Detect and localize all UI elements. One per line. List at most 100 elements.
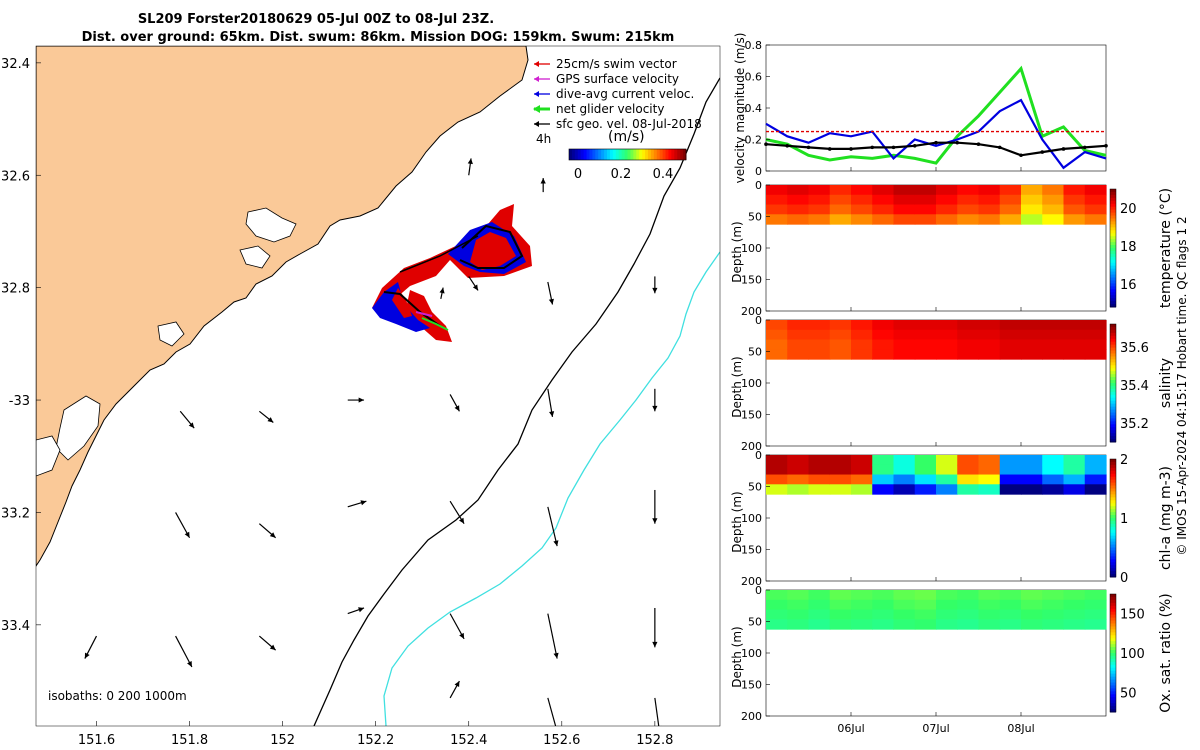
velocity-data-point	[1040, 150, 1045, 154]
profile-cell	[851, 320, 873, 331]
profile-cbar-swatch	[1110, 406, 1116, 411]
profile-cell	[957, 599, 980, 611]
profile-cell	[957, 349, 980, 360]
velocity-panel: 0 0.2 0.4 0.6 0.8 velocity magnitude (m/s)	[733, 33, 1108, 183]
copyright-note: © IMOS 15-Apr-2024 04:15:17 Hobart time.…	[1175, 216, 1189, 555]
profile-cell	[914, 464, 937, 476]
profile-cell	[829, 484, 852, 495]
profile-cbar-swatch	[1110, 280, 1116, 284]
profile-cbar-swatch	[1110, 608, 1116, 613]
profile-cell	[1063, 194, 1086, 206]
profile-cell	[829, 609, 852, 620]
speed-cbar-swatch	[665, 149, 669, 160]
profile-cell	[1021, 194, 1043, 206]
profile-cbar-swatch	[1110, 436, 1116, 440]
profile-cell	[851, 329, 873, 341]
profile-cell	[936, 194, 958, 206]
profile-cell	[787, 474, 810, 485]
profile-cbar-swatch	[1110, 388, 1116, 393]
profile-ytick-label: 50	[748, 481, 762, 494]
profile-cbar-swatch	[1110, 509, 1116, 513]
profile-cbar-swatch	[1110, 427, 1116, 431]
profile-ytick-label: 200	[741, 305, 762, 318]
profile-cell	[914, 484, 937, 495]
profile-cbar-swatch	[1110, 421, 1116, 425]
profile-cell	[829, 214, 852, 225]
profile-cbar-swatch	[1110, 383, 1116, 387]
profile-cbar-swatch	[1110, 329, 1116, 334]
profile-cell	[957, 185, 980, 196]
estuary-lake	[55, 395, 101, 461]
profile-cell	[787, 320, 810, 331]
profile-cell	[787, 599, 810, 611]
profile-cell	[1084, 484, 1107, 495]
profile-cbar-swatch	[1110, 520, 1116, 525]
geo-velocity-arrow	[258, 523, 277, 539]
profile-cbar-swatch	[1110, 644, 1116, 648]
profile-cbar-swatch	[1110, 271, 1116, 276]
profile-cell	[1063, 464, 1086, 476]
profile-cell	[829, 474, 852, 485]
profile-cell	[999, 339, 1022, 350]
profile-ytick-label: 100	[741, 647, 762, 660]
profile-cbar-swatch	[1110, 385, 1116, 390]
speed-cbar-frame	[568, 148, 687, 161]
profile-cell	[893, 329, 916, 341]
profile-cbar-swatch	[1110, 324, 1116, 328]
profile-cbar-swatch	[1110, 189, 1116, 193]
profile-cbar-tick: 100	[1120, 647, 1145, 662]
profile-cbar-swatch	[1110, 380, 1116, 384]
profile-cell	[872, 349, 895, 360]
map-xtick-label: 152.6	[543, 733, 580, 748]
speed-cbar-swatch	[630, 149, 634, 160]
profile-cell	[1042, 455, 1065, 466]
profile-cbar-swatch	[1110, 482, 1116, 487]
profile-cell	[1042, 349, 1065, 360]
profile-cbar-swatch	[1110, 239, 1116, 243]
chart-title-line2: Dist. over ground: 65km. Dist. swum: 86k…	[82, 30, 675, 45]
profile-cbar-swatch	[1110, 682, 1116, 686]
profile-cell	[872, 320, 895, 331]
profile-cell	[851, 599, 873, 611]
profile-cell	[936, 474, 958, 485]
profile-cell	[936, 590, 958, 601]
profile-cell	[808, 204, 831, 215]
profile-cbar-swatch	[1110, 688, 1116, 692]
profile-cbar-swatch	[1110, 559, 1116, 563]
profile-cbar-swatch	[1110, 242, 1116, 246]
profile-cell	[1063, 185, 1086, 196]
speed-cbar-swatch	[583, 149, 588, 160]
profile-cbar-swatch	[1110, 283, 1116, 287]
geo-velocity-arrow	[439, 287, 445, 300]
speed-cbar-swatch	[636, 149, 640, 160]
profile-cbar-tick: 35.6	[1120, 341, 1149, 356]
profile-cell	[808, 599, 831, 611]
velocity-data-point	[1019, 153, 1023, 158]
profile-cbar-swatch	[1110, 326, 1116, 331]
profile-cbar-swatch	[1110, 412, 1116, 416]
geo-velocity-arrow	[547, 281, 554, 305]
profile-cbar-swatch	[1110, 476, 1116, 481]
geo-velocity-arrow	[468, 276, 479, 291]
profile-cbar-swatch	[1110, 565, 1116, 569]
profile-cell	[999, 214, 1022, 225]
profile-cell	[999, 320, 1022, 331]
profile-cell	[787, 455, 810, 466]
profile-cell	[766, 474, 788, 485]
profile-cbar-swatch	[1110, 599, 1116, 604]
profile-cell	[1021, 349, 1043, 360]
profile-cell	[808, 194, 831, 206]
profile-cell	[1063, 590, 1086, 601]
velocity-ytick-label: 0.6	[745, 71, 763, 84]
profile-cbar-swatch	[1110, 547, 1116, 551]
profile-cell	[999, 609, 1022, 620]
profile-ytick-label: 50	[748, 346, 762, 359]
speed-cbar-swatch	[621, 149, 626, 160]
profile-cell	[936, 204, 958, 215]
profile-cell	[808, 590, 831, 601]
profile-cell	[978, 339, 1001, 350]
isobath-200m	[313, 77, 720, 726]
profile-cbar-swatch	[1110, 415, 1116, 419]
profile-cbar-swatch	[1110, 691, 1116, 695]
profile-cell	[787, 590, 810, 601]
